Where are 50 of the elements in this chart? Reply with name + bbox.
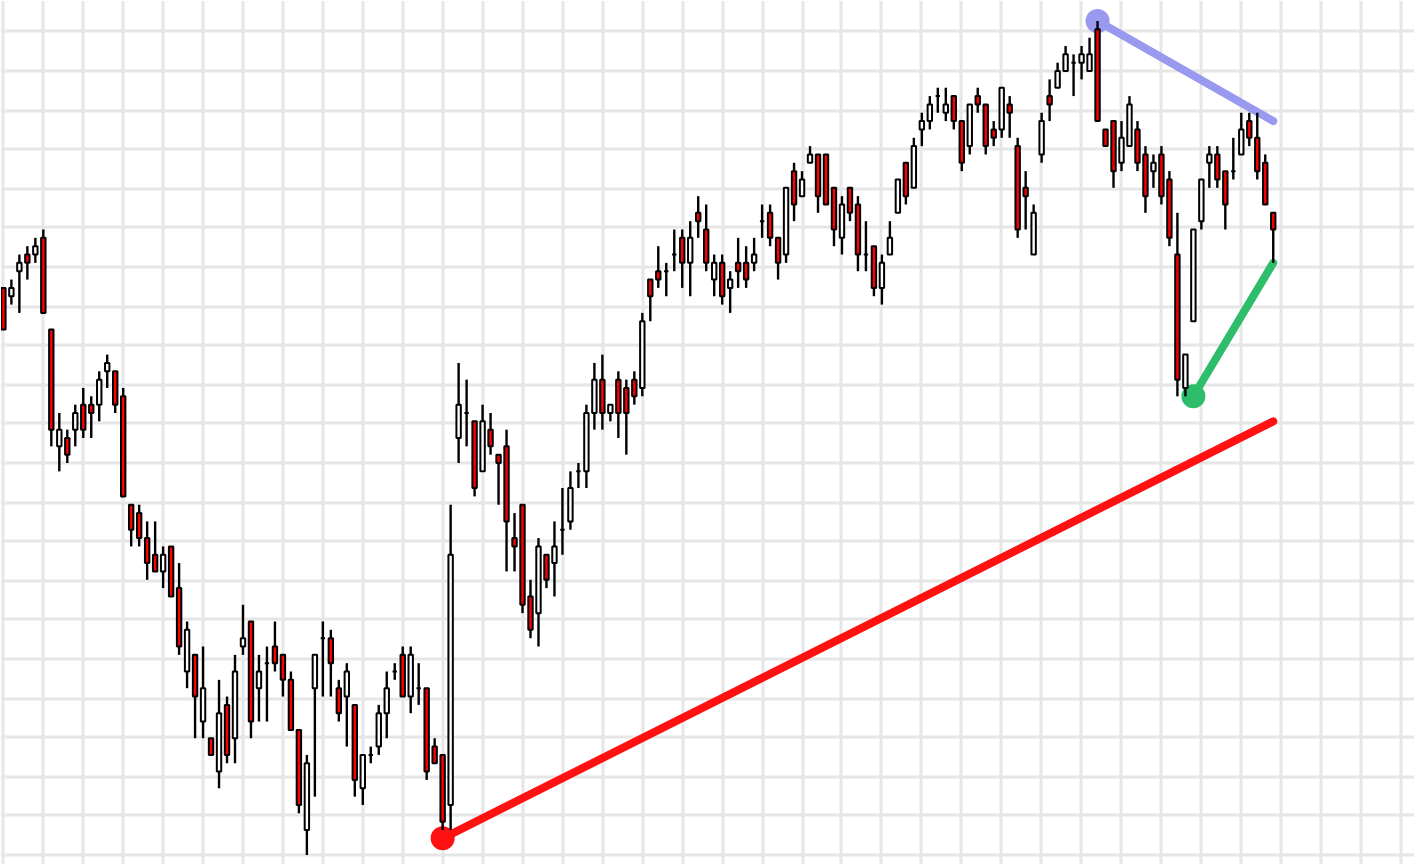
candlestick <box>870 244 878 298</box>
candlestick <box>1150 153 1157 190</box>
candlestick <box>798 169 806 198</box>
candlestick <box>96 370 103 423</box>
candlestick <box>886 219 894 256</box>
candlestick <box>1006 94 1013 139</box>
candlestick <box>143 520 151 581</box>
candlestick <box>1038 111 1045 164</box>
candlestick <box>311 653 319 798</box>
candlestick <box>647 278 654 323</box>
candlestick <box>750 236 758 273</box>
candlestick <box>159 545 167 590</box>
candlestick <box>399 645 406 698</box>
candlestick <box>814 153 822 215</box>
candlestick <box>16 253 23 315</box>
candlestick <box>271 620 279 673</box>
candlestick <box>910 136 918 190</box>
candlestick <box>72 403 79 448</box>
candlestick <box>623 378 630 456</box>
candlestick <box>838 194 846 256</box>
candlestick <box>679 228 686 290</box>
candlestick <box>734 236 742 290</box>
candlestick <box>918 111 926 148</box>
candlestick <box>383 670 390 740</box>
candlestick <box>695 194 702 240</box>
candlestick <box>1046 78 1053 123</box>
candlestick <box>327 628 335 698</box>
candlestick <box>982 103 989 156</box>
candlestick <box>1 286 7 331</box>
candlestick <box>687 219 694 298</box>
candlestick <box>455 361 462 465</box>
candlestick <box>335 678 343 723</box>
candlestick <box>742 244 750 290</box>
candlestick <box>726 270 734 315</box>
candlestick <box>655 244 662 290</box>
candlestick <box>127 503 135 548</box>
candlestick <box>199 645 207 740</box>
candlestick <box>407 645 414 715</box>
candlestick <box>718 253 726 306</box>
candlestick <box>942 86 949 123</box>
candlestick <box>80 386 87 440</box>
candlestick <box>926 94 934 131</box>
candlestick <box>599 353 606 431</box>
candlestick <box>878 253 886 306</box>
candlestick <box>703 203 710 273</box>
candlestick <box>998 86 1005 139</box>
candlestick <box>343 661 351 748</box>
candlestick <box>151 520 159 573</box>
candlestick <box>966 103 973 156</box>
candlestick <box>1270 211 1277 265</box>
